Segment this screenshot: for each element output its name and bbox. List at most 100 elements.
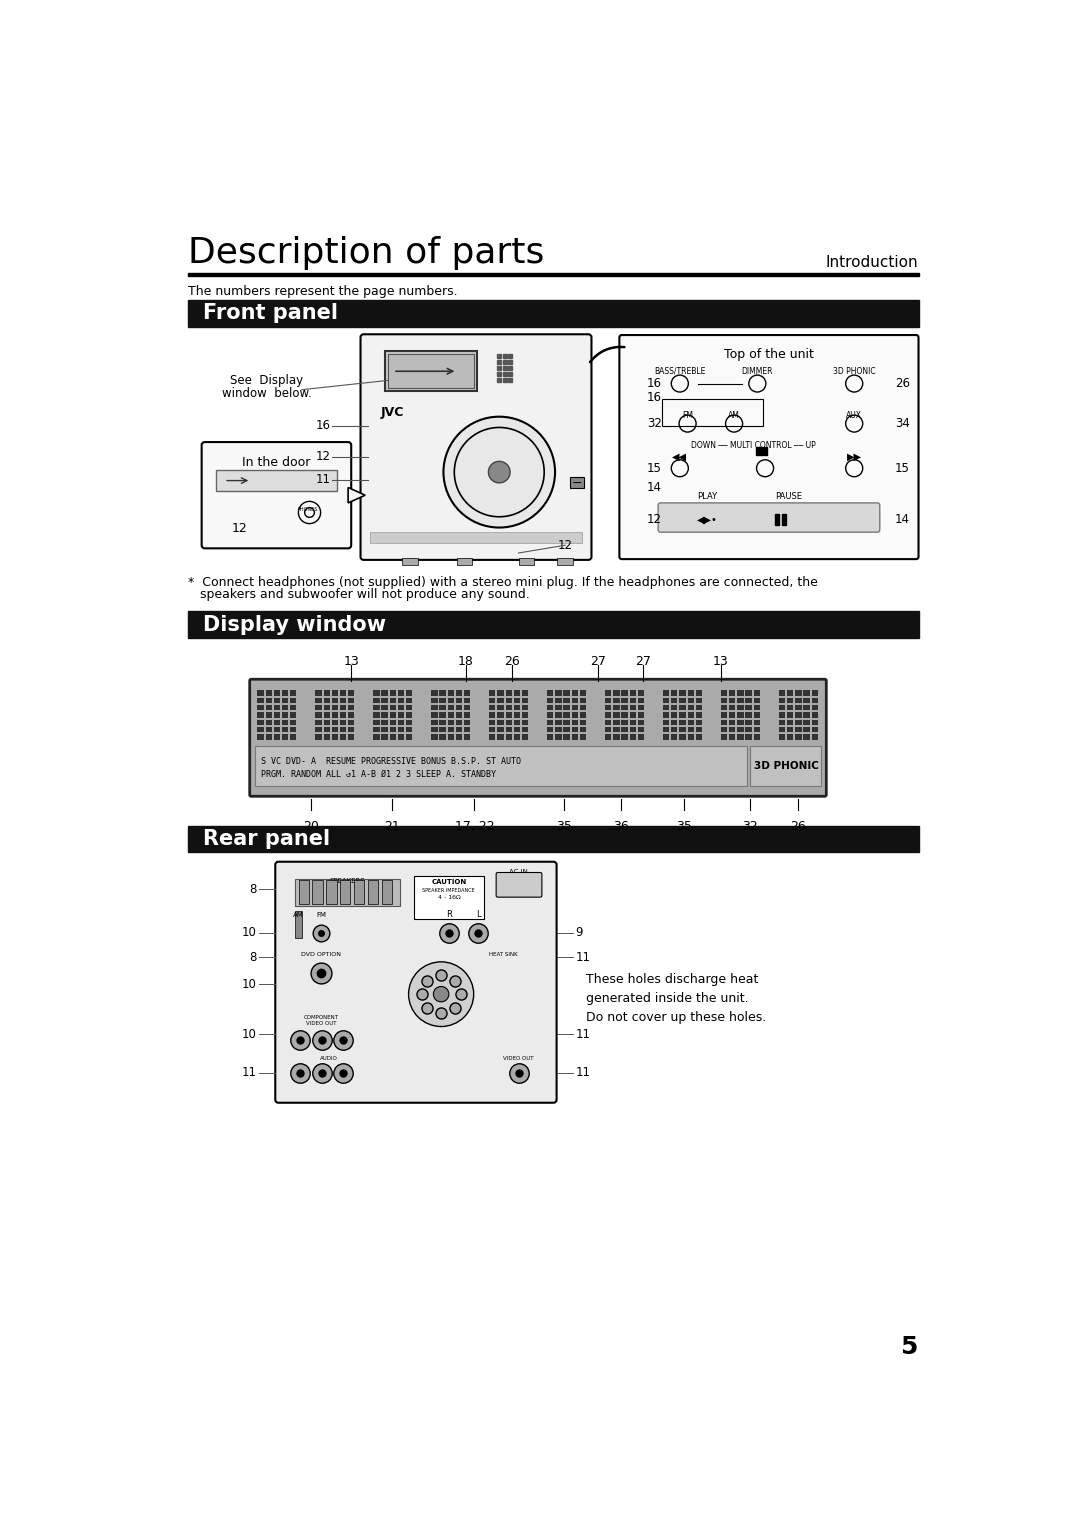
Bar xyxy=(555,691,562,695)
Bar xyxy=(688,720,693,726)
Bar xyxy=(754,712,760,718)
Bar xyxy=(672,735,677,740)
Bar xyxy=(266,727,272,732)
Text: 21: 21 xyxy=(383,821,400,833)
Circle shape xyxy=(433,987,449,1002)
Bar xyxy=(498,704,503,711)
Bar xyxy=(406,704,413,711)
Bar xyxy=(440,735,446,740)
Bar xyxy=(679,735,686,740)
Text: 27: 27 xyxy=(635,656,651,668)
Bar xyxy=(291,698,296,703)
Bar xyxy=(348,704,354,711)
Bar xyxy=(340,727,346,732)
Bar xyxy=(324,691,329,695)
Bar xyxy=(754,727,760,732)
Bar xyxy=(447,691,454,695)
Circle shape xyxy=(488,461,510,483)
Text: 16: 16 xyxy=(647,377,662,390)
Bar xyxy=(514,698,519,703)
Bar xyxy=(522,727,528,732)
Bar xyxy=(782,515,786,526)
Text: −: − xyxy=(571,477,582,490)
Bar xyxy=(672,704,677,711)
Bar xyxy=(679,720,686,726)
Bar xyxy=(775,515,779,526)
Bar xyxy=(406,698,413,703)
Bar xyxy=(348,698,354,703)
Bar xyxy=(621,735,627,740)
Bar xyxy=(374,691,379,695)
Bar xyxy=(312,880,323,905)
Bar xyxy=(406,720,413,726)
Text: 14: 14 xyxy=(894,513,909,526)
Text: 10: 10 xyxy=(242,1028,257,1041)
Bar xyxy=(696,735,702,740)
Bar xyxy=(679,727,686,732)
Bar xyxy=(431,698,437,703)
Bar xyxy=(688,698,693,703)
Bar xyxy=(282,704,288,711)
Bar xyxy=(605,691,611,695)
Bar xyxy=(505,712,512,718)
Bar xyxy=(456,704,462,711)
Bar xyxy=(804,698,810,703)
Bar xyxy=(522,720,528,726)
Bar xyxy=(779,712,785,718)
Bar xyxy=(564,727,569,732)
Bar xyxy=(696,691,702,695)
Bar xyxy=(440,727,446,732)
Bar xyxy=(672,698,677,703)
Text: Introduction: Introduction xyxy=(825,255,918,269)
Bar xyxy=(630,735,636,740)
Bar xyxy=(505,735,512,740)
Bar xyxy=(282,720,288,726)
Bar xyxy=(431,735,437,740)
Bar xyxy=(447,735,454,740)
Bar xyxy=(738,712,743,718)
Bar xyxy=(571,691,578,695)
Text: 35: 35 xyxy=(676,821,691,833)
Bar xyxy=(348,735,354,740)
Bar xyxy=(795,712,801,718)
Text: VIDEO OUT: VIDEO OUT xyxy=(306,1021,336,1025)
Bar xyxy=(688,704,693,711)
Bar xyxy=(522,704,528,711)
Bar xyxy=(489,712,496,718)
Bar xyxy=(721,735,727,740)
Text: SPEAKER IMPEDANCE: SPEAKER IMPEDANCE xyxy=(422,888,475,892)
Bar xyxy=(630,712,636,718)
Bar xyxy=(266,712,272,718)
Bar xyxy=(745,712,752,718)
Bar xyxy=(456,698,462,703)
Bar xyxy=(326,880,337,905)
Bar xyxy=(787,712,794,718)
Bar xyxy=(369,532,582,542)
Bar xyxy=(754,704,760,711)
Bar xyxy=(605,698,611,703)
Bar xyxy=(397,691,404,695)
Text: ◀◀: ◀◀ xyxy=(673,451,687,461)
Bar xyxy=(688,712,693,718)
Bar xyxy=(381,691,388,695)
Bar xyxy=(498,691,503,695)
Bar xyxy=(273,691,280,695)
Bar xyxy=(779,691,785,695)
Bar xyxy=(804,720,810,726)
Text: In the door: In the door xyxy=(242,455,311,469)
Bar xyxy=(548,704,553,711)
Text: 26: 26 xyxy=(894,377,909,390)
Bar xyxy=(390,712,396,718)
Bar xyxy=(456,727,462,732)
Bar xyxy=(522,735,528,740)
Bar xyxy=(621,720,627,726)
Text: JVC: JVC xyxy=(380,406,404,419)
Bar xyxy=(637,727,644,732)
Bar xyxy=(340,880,350,905)
Bar xyxy=(518,558,535,564)
Text: 16: 16 xyxy=(315,419,330,432)
Bar xyxy=(663,698,670,703)
Bar xyxy=(679,704,686,711)
Text: 32: 32 xyxy=(742,821,757,833)
Bar xyxy=(514,727,519,732)
